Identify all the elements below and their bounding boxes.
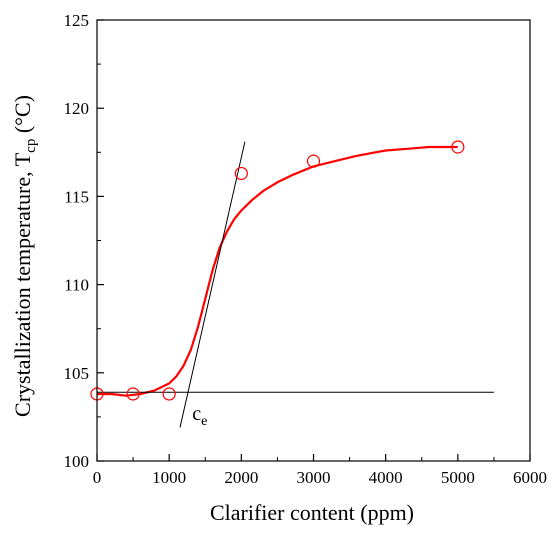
x-tick-label: 1000 bbox=[152, 468, 186, 487]
y-tick-label: 125 bbox=[64, 11, 90, 30]
tick-labels: 0 1000 2000 3000 4000 5000 6000 100 105 110 115 120… bbox=[64, 11, 548, 487]
fit-curve-line bbox=[97, 145, 458, 397]
y-axis-title: Crystallization temperature, Tcp (°C) bbox=[10, 95, 39, 417]
x-tick-label: 4000 bbox=[369, 468, 403, 487]
y-axis-title-unit: (°C) bbox=[10, 95, 35, 133]
plot-lines bbox=[97, 141, 494, 428]
x-tick-label: 6000 bbox=[513, 468, 547, 487]
data-point-1 bbox=[126, 387, 140, 401]
tangent-line bbox=[179, 141, 246, 428]
data-point-4 bbox=[306, 154, 321, 168]
data-point-3 bbox=[234, 166, 248, 181]
y-tick-label: 115 bbox=[64, 187, 89, 206]
x-axis-title: Clarifier content (ppm) bbox=[210, 500, 414, 525]
data-point-5 bbox=[451, 140, 465, 154]
x-tick-label: 3000 bbox=[297, 468, 331, 487]
ce-annotation-subscript: e bbox=[201, 414, 207, 429]
data-point-2 bbox=[162, 387, 176, 401]
plot-frame bbox=[96, 19, 531, 462]
ce-annotation-main: c bbox=[192, 403, 201, 425]
y-tick-label: 120 bbox=[64, 99, 90, 118]
axes bbox=[96, 19, 531, 462]
ce-annotation: ce bbox=[192, 403, 207, 429]
plot-markers bbox=[90, 140, 465, 401]
x-tick-label: 5000 bbox=[441, 468, 475, 487]
y-axis-title-main: Crystallization temperature, T bbox=[10, 152, 35, 417]
y-axis-title-subscript: cp bbox=[23, 139, 39, 153]
y-tick-label: 110 bbox=[64, 276, 89, 295]
x-tick-label: 2000 bbox=[224, 468, 258, 487]
y-tick-label: 100 bbox=[64, 452, 90, 471]
y-tick-label: 105 bbox=[64, 364, 90, 383]
x-tick-label: 0 bbox=[93, 468, 102, 487]
